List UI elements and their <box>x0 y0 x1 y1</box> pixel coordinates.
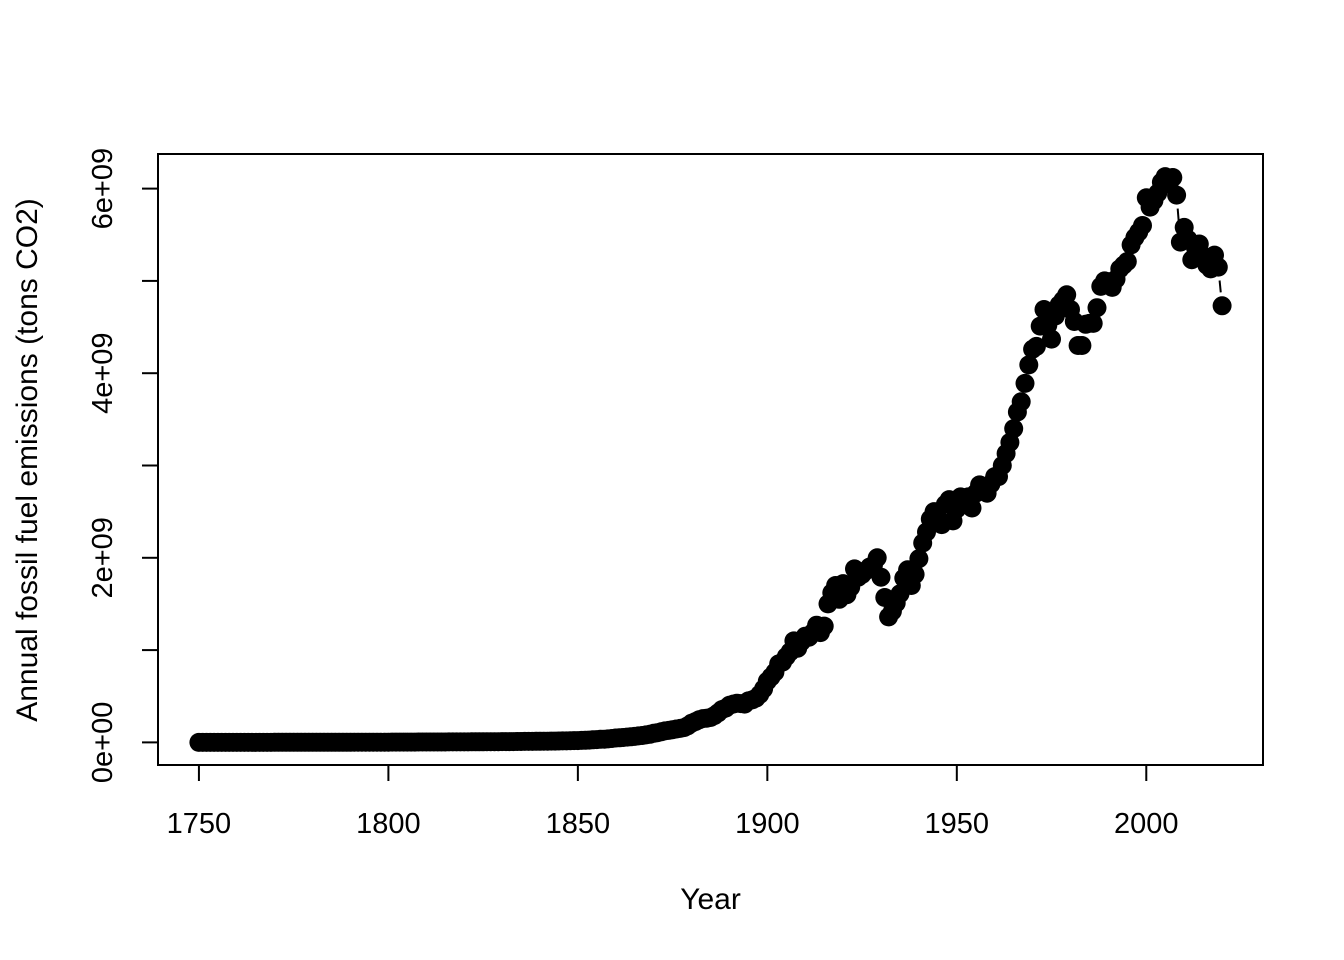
data-point <box>1019 355 1039 375</box>
x-tick-label: 1900 <box>735 808 800 840</box>
data-point <box>1011 392 1031 412</box>
data-point <box>1163 168 1183 187</box>
data-point <box>905 564 925 584</box>
data-point <box>1015 373 1035 393</box>
y-tick-label: 2e+09 <box>87 517 119 598</box>
data-point <box>1133 216 1152 235</box>
data-point <box>1072 336 1092 355</box>
data-point <box>962 498 982 518</box>
data-point <box>1212 296 1232 316</box>
y-tick-label: 0e+00 <box>87 702 119 783</box>
x-axis-title: Year <box>680 883 741 916</box>
plot-box <box>157 153 1264 766</box>
data-point <box>1026 336 1046 356</box>
data-point <box>867 548 887 568</box>
data-point <box>1042 329 1061 349</box>
x-tick-label: 2000 <box>1114 808 1179 840</box>
y-axis-title: Annual fossil fuel emissions (tons CO2) <box>11 198 44 722</box>
data-point <box>1004 419 1024 439</box>
data-point <box>1087 298 1107 318</box>
x-tick-label: 1750 <box>167 808 232 840</box>
x-tick-label: 1950 <box>925 808 990 840</box>
x-tick-label: 1850 <box>546 808 611 840</box>
data-point <box>1083 313 1103 333</box>
data-point <box>871 567 891 587</box>
data-point <box>1117 252 1137 271</box>
data-point <box>909 549 929 569</box>
connector-segment <box>1218 280 1222 293</box>
x-tick-label: 1800 <box>356 808 421 840</box>
y-tick-label: 6e+09 <box>87 148 119 229</box>
data-point <box>1057 285 1077 305</box>
data-point <box>814 616 834 636</box>
data-point <box>1167 185 1187 205</box>
data-point <box>1208 257 1228 277</box>
y-tick-label: 4e+09 <box>87 332 119 413</box>
